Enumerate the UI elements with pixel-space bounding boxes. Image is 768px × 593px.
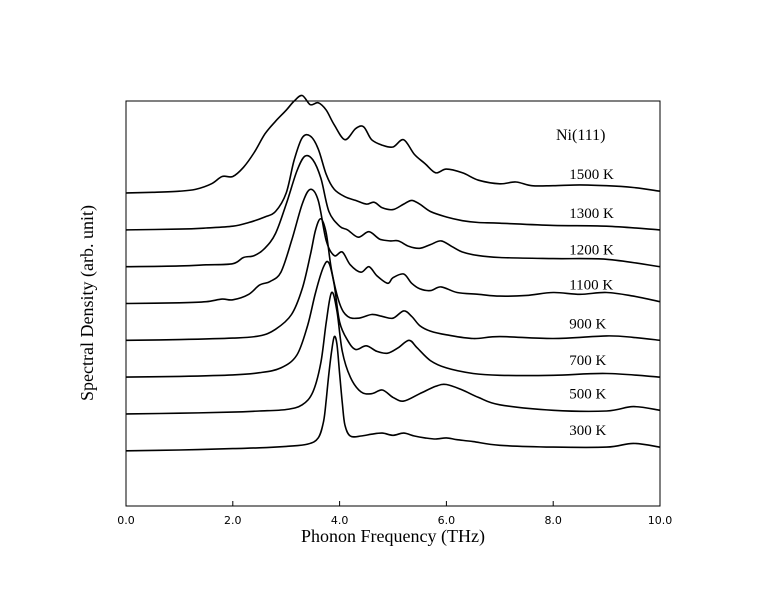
plot-frame — [125, 100, 661, 507]
x-tick-label: 4.0 — [331, 514, 349, 527]
series-label-500k: 500 K — [569, 386, 606, 402]
x-tick-label: 2.0 — [224, 514, 242, 527]
y-axis-title: Spectral Density (arb. unit) — [77, 205, 98, 401]
series-line-900k — [125, 218, 661, 342]
series-label-700k: 700 K — [569, 353, 606, 369]
series-line-500k — [125, 291, 661, 415]
chart-title: Ni(111) — [556, 127, 605, 144]
series-line-1100k — [125, 188, 661, 305]
x-axis-title: Phonon Frequency (THz) — [301, 526, 485, 547]
series-line-1500k — [125, 94, 661, 194]
x-tick-label: 0.0 — [117, 514, 135, 527]
x-axis-ticks: 0.0 2.0 4.0 6.0 8.0 10.0 — [117, 501, 672, 527]
series-label-900k: 900 K — [569, 316, 606, 332]
series-line-1300k — [125, 133, 661, 231]
x-tick-label: 8.0 — [544, 514, 562, 527]
series-line-1200k — [125, 154, 661, 268]
series-label-1200k: 1200 K — [569, 243, 614, 259]
series-line-700k — [125, 260, 661, 378]
x-tick-label: 10.0 — [648, 514, 673, 527]
x-tick-label: 6.0 — [438, 514, 456, 527]
series-label-1300k: 1300 K — [569, 206, 614, 222]
series-labels: 300 K 500 K 700 K 900 K 1100 K 1200 K 1300 K 15… — [569, 167, 614, 439]
series-label-1500k: 1500 K — [569, 167, 614, 183]
series-label-1100k: 1100 K — [569, 278, 613, 294]
series-lines — [125, 94, 661, 452]
series-line-300k — [125, 335, 661, 452]
series-label-300k: 300 K — [569, 423, 606, 439]
